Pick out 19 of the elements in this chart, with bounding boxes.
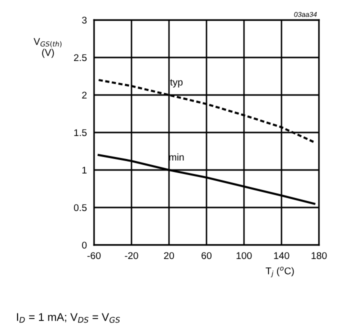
y-tick-label: 0 — [82, 242, 87, 249]
y-tick-label: 2.5 — [74, 54, 87, 62]
x-tick-label: 100 — [236, 252, 252, 260]
x-tick-label: 20 — [164, 252, 174, 260]
x-tick-label: -20 — [124, 252, 138, 260]
series-label: min — [169, 153, 184, 160]
y-axis-title: V$_{GS(th)}$ (V) — [34, 38, 62, 58]
y-tick-label: 1.5 — [74, 129, 87, 136]
y-tick-label: 1 — [82, 166, 87, 174]
x-tick-label: 180 — [312, 252, 327, 260]
series-label: typ — [170, 79, 183, 88]
x-tick-label: -60 — [87, 252, 101, 260]
y-tick-label: 3 — [82, 16, 87, 24]
x-axis-title: T$_{j}$ ($^{o}$C) — [266, 266, 294, 278]
x-tick-label: 60 — [202, 252, 212, 260]
x-tick-label: 140 — [274, 252, 290, 260]
text: I$_{D}$ = 1 mA; V$_{DS}$ = V$_{GS}$ — [17, 313, 120, 323]
y-tick-label: 0.5 — [74, 204, 87, 212]
y-tick-label: 2 — [82, 92, 87, 99]
